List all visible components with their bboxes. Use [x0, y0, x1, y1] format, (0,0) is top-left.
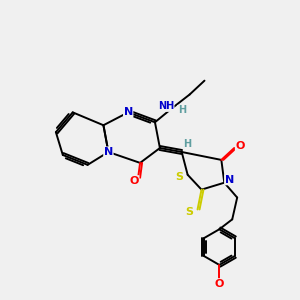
Text: NH: NH	[158, 101, 174, 111]
Text: O: O	[236, 141, 245, 151]
Text: S: S	[176, 172, 184, 182]
Text: N: N	[225, 175, 234, 185]
Text: O: O	[130, 176, 139, 186]
Text: O: O	[215, 279, 224, 289]
Text: H: H	[178, 105, 186, 116]
Text: N: N	[104, 147, 113, 157]
Text: S: S	[186, 207, 194, 218]
Text: H: H	[184, 139, 192, 149]
Text: N: N	[124, 107, 133, 117]
